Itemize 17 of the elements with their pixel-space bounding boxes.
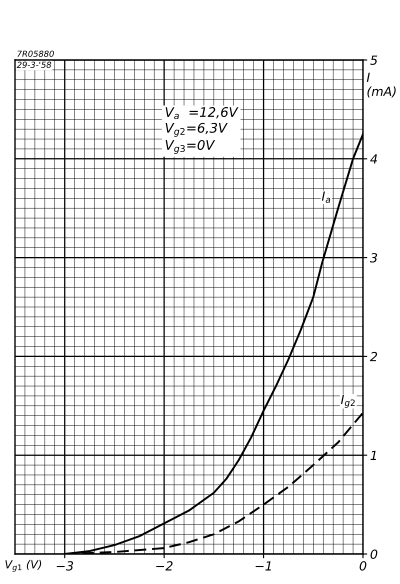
y-tick-label: 0 <box>370 549 378 559</box>
annotation: 29-3-'58 <box>16 62 52 68</box>
y-tick-label: 4 <box>370 154 378 164</box>
text: V$_{a}$ =12,6V V$_{g2}$=6,3V V$_{g3}$=0V <box>166 107 238 154</box>
y-tick-label: 1 <box>370 450 376 460</box>
series-label: I$_{g2}$ <box>341 394 355 408</box>
y-axis-title: I (mA) <box>366 72 396 98</box>
x-axis-title: V$_{g1}$ (V) <box>5 560 42 572</box>
y-tick-label: 2 <box>370 352 378 362</box>
x-tick-label: −1 <box>256 561 271 570</box>
text: 7R05880 <box>18 50 54 57</box>
y-tick-label: 3 <box>370 253 378 263</box>
x-tick-label: −3 <box>56 561 74 571</box>
x-tick-label: 0 <box>360 561 366 571</box>
series-label: I$_{a}$ <box>322 192 330 203</box>
y-tick-label: 5 <box>370 56 378 65</box>
x-tick-label: −2 <box>156 561 173 570</box>
